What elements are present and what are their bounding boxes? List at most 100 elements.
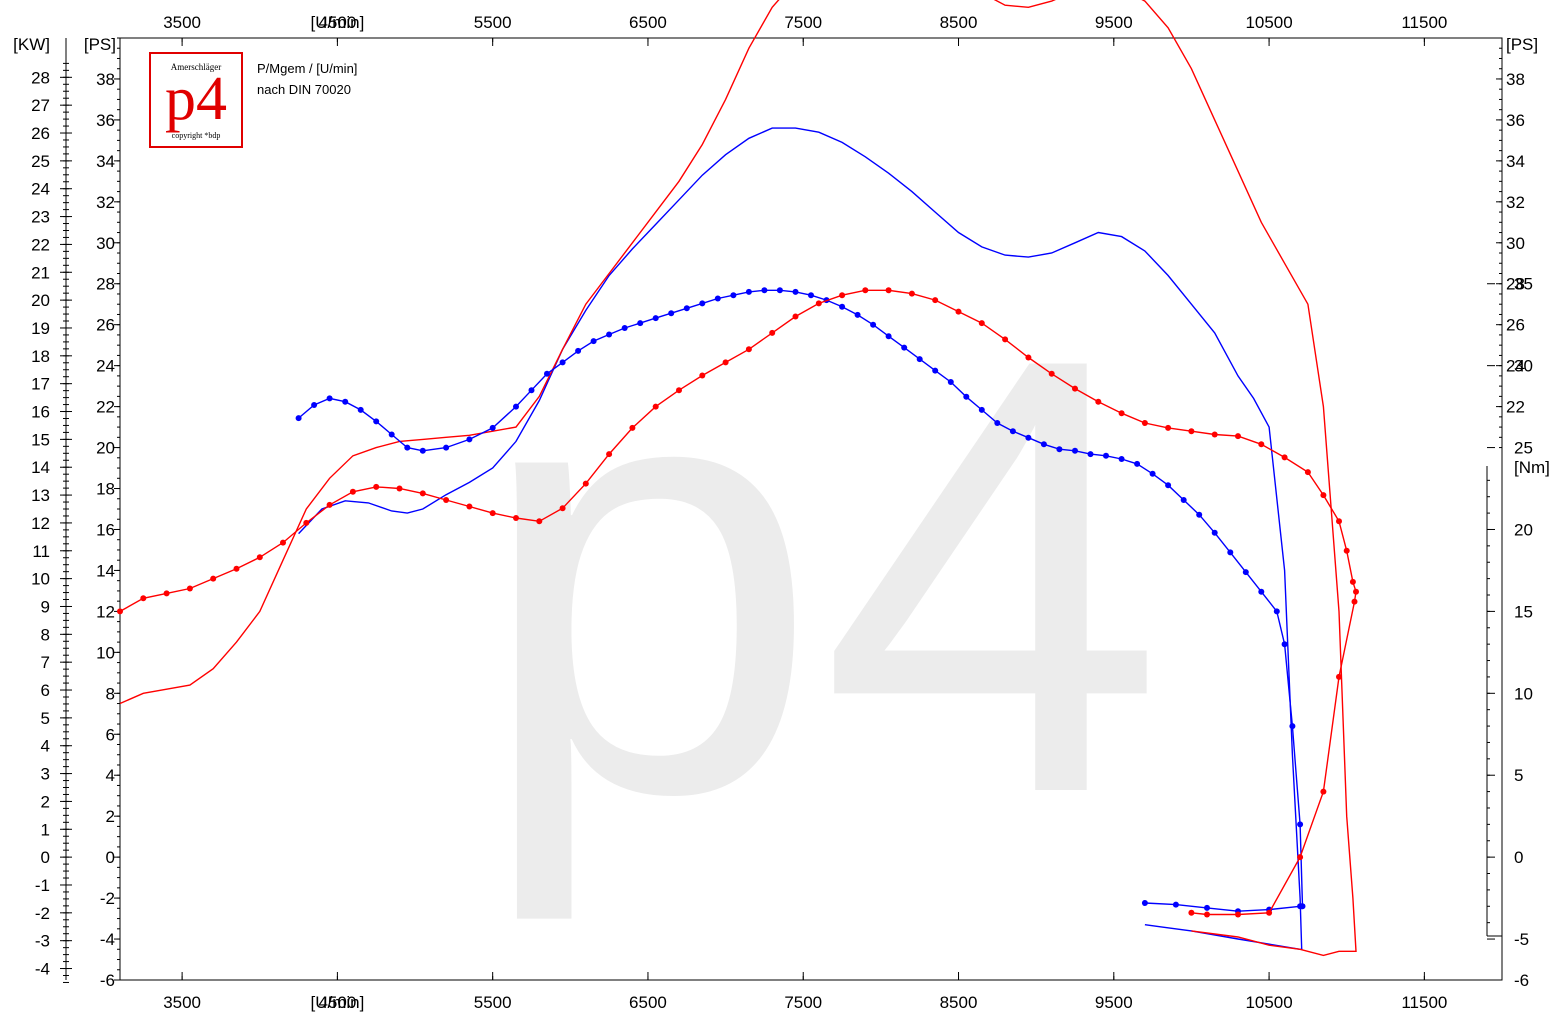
torque-point-2 (901, 344, 908, 351)
ps-left-tick-label: 32 (96, 193, 115, 212)
kw-tick-label: 1 (41, 820, 50, 839)
torque-point-3 (396, 485, 403, 492)
torque-point-3 (233, 565, 240, 572)
ps-left-axis-label: [PS] (84, 35, 116, 54)
ps-left-tick-label: 22 (96, 398, 115, 417)
ps-left-tick-label: -6 (100, 971, 115, 990)
torque-point-2 (916, 356, 923, 363)
ps-left-tick-label: 10 (96, 643, 115, 662)
torque-point-3 (1297, 854, 1304, 861)
plot-area (117, 0, 1359, 957)
kw-axis-label: [KW] (13, 35, 50, 54)
torque-point-2 (1165, 482, 1172, 489)
kw-tick-label: -3 (35, 932, 50, 951)
ps-right-tick-label: 34 (1506, 152, 1525, 171)
torque-point-3 (769, 329, 776, 336)
nm-tick-label: 30 (1514, 357, 1533, 376)
torque-point-3 (326, 501, 333, 508)
kw-tick-label: 22 (31, 235, 50, 254)
torque-point-3 (1353, 588, 1359, 595)
torque-point-2 (714, 295, 721, 302)
kw-tick-label: 21 (31, 263, 50, 282)
ps-left-tick-label: 34 (96, 152, 115, 171)
torque-point-2 (1009, 428, 1016, 435)
torque-point-2 (947, 379, 954, 385)
kw-tick-label: 9 (41, 597, 50, 616)
torque-point-2 (1118, 456, 1125, 462)
torque-point-2 (1297, 903, 1304, 910)
ps-right-tick-label: 38 (1506, 70, 1525, 89)
torque-point-3 (1204, 911, 1210, 918)
torque-point-3 (1281, 454, 1288, 461)
ps-left-tick-label: 8 (106, 684, 115, 703)
x-axis-unit-label-bottom: [U/min] (310, 993, 364, 1012)
ps-left-tick-label: 28 (96, 275, 115, 294)
torque-point-2 (1281, 641, 1288, 648)
torque-point-3 (373, 483, 380, 490)
torque-point-2 (792, 288, 799, 295)
torque-point-3 (932, 297, 939, 304)
kw-tick-label: 26 (31, 124, 50, 143)
torque-point-2 (761, 287, 768, 294)
torque-point-3 (210, 575, 217, 582)
torque-point-3 (1351, 598, 1358, 605)
torque-point-2 (443, 444, 450, 451)
ps-right-tick-label: 28 (1506, 275, 1525, 294)
torque-point-2 (404, 444, 411, 451)
torque-point-2 (1211, 529, 1218, 536)
torque-point-2 (1180, 497, 1187, 503)
torque-point-2 (544, 370, 550, 377)
kw-tick-label: -2 (35, 904, 50, 923)
torque-point-2 (1149, 470, 1156, 477)
torque-point-2 (466, 436, 473, 443)
torque-point-3 (629, 424, 636, 431)
kw-tick-label: 15 (31, 430, 50, 449)
torque-point-2 (1087, 451, 1094, 458)
kw-tick-label: 2 (41, 792, 50, 811)
ps-right-tick-label: 30 (1506, 234, 1525, 253)
torque-point-2 (1273, 608, 1280, 615)
torque-point-3 (1072, 385, 1078, 392)
kw-tick-label: 17 (31, 375, 50, 394)
torque-point-2 (683, 305, 690, 312)
kw-tick-label: 25 (31, 152, 50, 171)
torque-point-3 (1048, 370, 1055, 377)
torque-point-3 (1165, 424, 1172, 431)
torque-point-3 (1343, 547, 1350, 554)
kw-tick-label: 4 (41, 737, 50, 756)
x-tick-label-bottom: 10500 (1245, 993, 1292, 1012)
torque-point-2 (730, 292, 737, 299)
torque-point-2 (606, 331, 613, 338)
torque-point-3 (792, 313, 799, 320)
torque-point-3 (1188, 909, 1195, 916)
torque-point-3 (1118, 410, 1125, 417)
torque-point-3 (1336, 518, 1342, 525)
torque-point-3 (163, 590, 170, 597)
torque-point-3 (466, 503, 473, 510)
torque-point-3 (839, 292, 846, 299)
ps-left-tick-label: -4 (100, 930, 115, 949)
ps-left-tick-label: 6 (106, 725, 115, 744)
torque-point-3 (489, 510, 496, 517)
x-tick-label-bottom: 5500 (474, 993, 512, 1012)
torque-point-2 (388, 431, 395, 438)
nm-tick-label: 20 (1514, 520, 1533, 539)
torque-point-2 (1258, 588, 1265, 595)
ps-right-tick-label: 24 (1506, 357, 1525, 376)
torque-point-3 (1025, 354, 1032, 361)
x-tick-label-bottom: 8500 (940, 993, 978, 1012)
torque-point-2 (1196, 511, 1203, 518)
ps-left-tick-label: -2 (100, 889, 115, 908)
torque-point-2 (1204, 904, 1210, 911)
nm-tick-label: 35 (1514, 275, 1533, 294)
ps-right-tick-label: 22 (1506, 398, 1525, 417)
torque-point-2 (1040, 441, 1047, 448)
nm-tick-label: 0 (1514, 848, 1523, 867)
torque-point-3 (606, 451, 613, 458)
x-tick-label-top: 9500 (1095, 13, 1133, 32)
torque-point-3 (117, 608, 123, 615)
torque-point-2 (1141, 900, 1148, 906)
torque-point-2 (575, 347, 582, 354)
torque-point-3 (582, 480, 589, 487)
